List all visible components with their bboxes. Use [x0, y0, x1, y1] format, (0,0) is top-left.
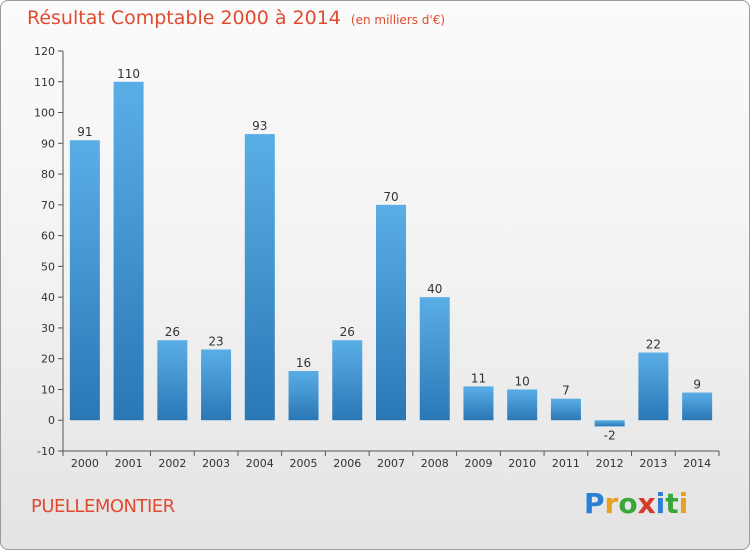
data-label: 22 [646, 338, 661, 352]
bar [244, 134, 275, 421]
y-tick-label: -10 [37, 445, 55, 458]
logo-letter: o [618, 487, 638, 520]
data-label: 10 [515, 374, 530, 388]
x-tick-label: 2014 [683, 457, 711, 470]
bar [288, 371, 319, 421]
data-label: 9 [693, 378, 701, 392]
bar [201, 349, 232, 421]
data-label: 11 [471, 371, 486, 385]
data-label: 26 [340, 325, 355, 339]
bar [332, 340, 363, 421]
axes-group: -10 0 10 20 30 40 50 60 70 80 90 100 110 120 2000 2001 2… [34, 45, 720, 470]
bar [376, 204, 406, 421]
logo-letter: i [678, 487, 689, 520]
chart-unit: (en milliers d'€) [350, 13, 446, 27]
proxiti-logo: Proxiti [584, 487, 688, 520]
y-tick-label: 20 [41, 353, 55, 366]
data-labels-group: 91 110 26 23 93 16 26 70 40 11 10 7 -2 22 9 [77, 67, 701, 443]
chart-title: Résultat Comptable 2000 à 2014 [27, 7, 341, 29]
logo-letter: x [637, 487, 656, 520]
y-tick-label: 110 [34, 76, 55, 89]
y-tick-label: 40 [41, 291, 55, 304]
data-label: 40 [427, 282, 442, 296]
logo-letter: t [665, 487, 679, 520]
data-label: -2 [604, 428, 616, 442]
x-tick-label: 2002 [158, 457, 186, 470]
data-label: 91 [77, 125, 92, 139]
data-label: 23 [208, 334, 223, 348]
x-tick-label: 2013 [639, 457, 667, 470]
bar [463, 386, 494, 421]
bar [507, 389, 538, 421]
chart-title-block: Résultat Comptable 2000 à 2014 (en millie… [27, 7, 445, 29]
y-tick-label: 120 [34, 45, 55, 58]
y-tick-label: 70 [41, 199, 55, 212]
x-tick-label: 2012 [596, 457, 624, 470]
bars-group [69, 81, 713, 427]
bar [113, 81, 144, 421]
commune-name: PUELLEMONTIER [31, 496, 175, 517]
data-label: 16 [296, 356, 311, 370]
bar [69, 140, 100, 421]
bar [594, 420, 625, 427]
bar [550, 398, 581, 421]
logo-letter: P [584, 487, 605, 520]
data-label: 70 [383, 190, 398, 204]
y-tick-label: 0 [48, 414, 55, 427]
x-tick-label: 2009 [464, 457, 492, 470]
x-tick-label: 2005 [290, 457, 318, 470]
logo-letter: r [604, 487, 619, 520]
y-tick-label: 90 [41, 137, 55, 150]
y-tick-label: 50 [41, 260, 55, 273]
y-tick-label: 30 [41, 322, 55, 335]
x-tick-label: 2006 [333, 457, 361, 470]
x-tick-label: 2000 [71, 457, 99, 470]
y-tick-label: 100 [34, 107, 55, 120]
y-tick-label: 60 [41, 230, 55, 243]
y-tick-label: 10 [41, 383, 55, 396]
x-tick-label: 2007 [377, 457, 405, 470]
data-label: 93 [252, 119, 267, 133]
x-tick-label: 2010 [508, 457, 536, 470]
logo-letter: i [655, 487, 666, 520]
x-tick-label: 2001 [115, 457, 143, 470]
data-label: 110 [117, 67, 140, 81]
bar [682, 392, 713, 421]
data-label: 26 [165, 325, 180, 339]
y-tick-label: 80 [41, 168, 55, 181]
x-tick-label: 2011 [552, 457, 580, 470]
bar [419, 297, 450, 421]
x-tick-label: 2008 [421, 457, 449, 470]
bar [157, 340, 188, 421]
bar [638, 352, 669, 421]
data-label: 7 [562, 384, 570, 398]
x-tick-label: 2003 [202, 457, 230, 470]
x-tick-label: 2004 [246, 457, 274, 470]
